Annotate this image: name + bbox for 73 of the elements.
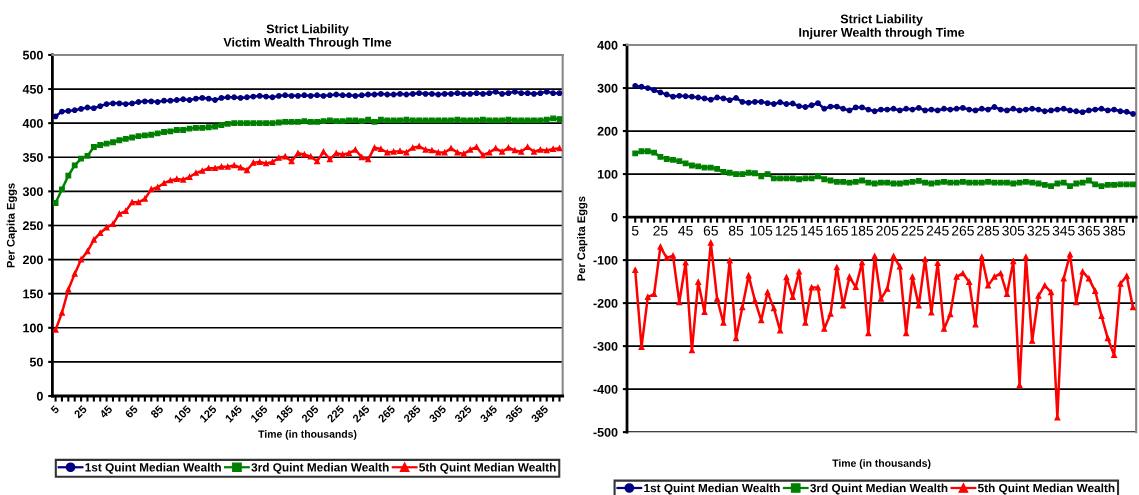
x-tick-label: 345 xyxy=(479,404,498,424)
x-tick-label: 245 xyxy=(352,404,371,423)
x-tick-label: 325 xyxy=(453,404,473,424)
y-tick-label: -200 xyxy=(593,298,618,308)
x-tick-label: 345 xyxy=(1052,225,1075,236)
y-tick-label: 500 xyxy=(22,50,43,60)
x-tick-label: 145 xyxy=(801,225,823,236)
x-tick-label: 5 xyxy=(50,404,60,415)
y-tick-label: 250 xyxy=(22,221,43,231)
y-tick-label: 350 xyxy=(22,153,43,162)
chart-title: Strict Liability Injurer Wealth through Time xyxy=(799,14,965,40)
x-tick-label: 5 xyxy=(631,225,639,236)
x-tick-label: 125 xyxy=(199,404,218,423)
x-tick-label: 365 xyxy=(1077,225,1100,236)
y-axis-title: Per Capita Eggs xyxy=(577,196,588,281)
y-tick-label: 450 xyxy=(22,84,43,94)
x-tick-label: 305 xyxy=(1002,225,1025,236)
legend-label: 3rd Quint Median Wealth xyxy=(251,462,389,474)
x-tick-label: 145 xyxy=(224,404,243,423)
x-tick-label: 85 xyxy=(150,404,164,419)
y-tick-label: 300 xyxy=(597,83,618,93)
x-tick-label: 205 xyxy=(876,225,899,236)
x-tick-label: 105 xyxy=(173,404,192,423)
x-tick-label: 285 xyxy=(977,225,1000,236)
x-tick-label: 385 xyxy=(530,404,549,424)
y-tick-label: -500 xyxy=(593,427,618,437)
x-tick-label: 265 xyxy=(377,404,396,423)
legend-label: 5th Quint Median Wealth xyxy=(419,462,556,474)
x-tick-label: 165 xyxy=(826,225,848,236)
x-tick-label: 125 xyxy=(775,225,798,236)
y-tick-label: 0 xyxy=(36,391,43,401)
x-tick-label: 165 xyxy=(250,404,269,423)
x-tick-label: 305 xyxy=(428,404,447,424)
chart-title: Strict Liability Victim Wealth Through TIme xyxy=(223,24,392,50)
legend-label: 1st Quint Median Wealth xyxy=(85,462,221,474)
legend-label: 1st Quint Median Wealth xyxy=(644,483,780,495)
x-tick-label: 45 xyxy=(678,225,693,236)
y-axis-title: Per Capita Eggs xyxy=(6,183,17,268)
x-tick-label: 185 xyxy=(851,225,874,236)
x-tick-label: 265 xyxy=(951,225,974,236)
x-axis-title: Time (in thousands) xyxy=(258,430,357,440)
y-tick-label: 100 xyxy=(23,323,43,333)
y-tick-label: 150 xyxy=(23,289,43,299)
legend-label: 3rd Quint Median Wealth xyxy=(810,483,948,495)
legend-label: 5th Quint Median Wealth xyxy=(977,483,1115,495)
y-tick-label: 200 xyxy=(22,255,43,265)
x-tick-label: 105 xyxy=(750,225,773,236)
x-tick-label: 25 xyxy=(73,404,88,419)
x-tick-label: 45 xyxy=(98,404,113,419)
x-tick-label: 385 xyxy=(1103,225,1126,236)
x-tick-label: 225 xyxy=(326,404,345,423)
y-tick-label: 300 xyxy=(22,187,43,197)
x-tick-label: 25 xyxy=(653,225,668,236)
x-tick-label: 65 xyxy=(703,225,718,236)
y-tick-label: -300 xyxy=(593,341,618,351)
x-tick-label: 325 xyxy=(1027,225,1050,236)
x-tick-label: 185 xyxy=(275,404,294,423)
x-tick-label: 245 xyxy=(926,225,949,236)
y-tick-label: 200 xyxy=(597,126,618,136)
x-tick-label: 285 xyxy=(403,404,422,423)
x-axis-title: Time (in thousands) xyxy=(832,459,931,469)
x-tick-label: 225 xyxy=(901,225,924,236)
y-tick-label: 100 xyxy=(597,169,618,179)
x-tick-label: 365 xyxy=(505,404,524,424)
y-tick-label: -400 xyxy=(593,384,618,394)
y-tick-label: 50 xyxy=(29,357,43,367)
x-tick-label: 205 xyxy=(300,404,320,423)
y-tick-label: -100 xyxy=(593,255,618,265)
x-tick-label: 85 xyxy=(728,225,744,236)
y-tick-label: 400 xyxy=(22,118,43,128)
x-tick-label: 65 xyxy=(124,404,139,419)
y-tick-label: 400 xyxy=(597,40,618,50)
y-tick-label: 0 xyxy=(611,212,618,222)
